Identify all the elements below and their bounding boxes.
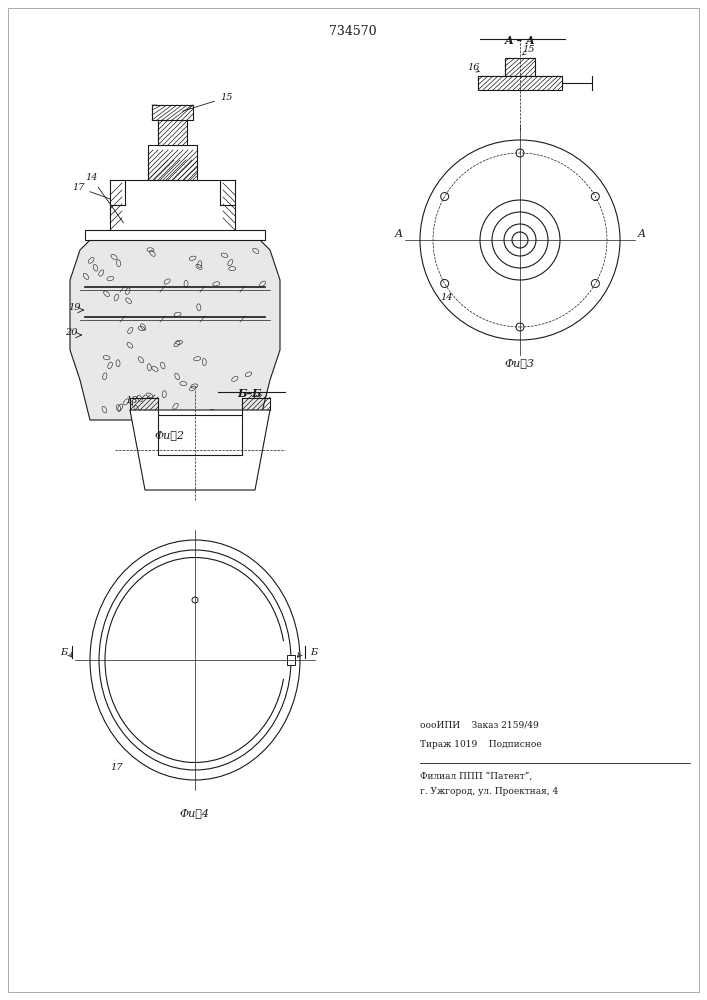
Polygon shape xyxy=(148,145,197,180)
Text: Б: Б xyxy=(60,648,67,657)
Text: 18: 18 xyxy=(125,396,137,405)
Polygon shape xyxy=(70,240,280,420)
Text: оооИПИ    Заказ 2159/49: оооИПИ Заказ 2159/49 xyxy=(420,720,539,729)
Text: Φи⸴2: Φи⸴2 xyxy=(155,430,185,440)
Polygon shape xyxy=(158,120,187,145)
Text: г. Ужгород, ул. Проектная, 4: г. Ужгород, ул. Проектная, 4 xyxy=(420,787,559,796)
Text: 19: 19 xyxy=(68,303,81,312)
Text: A – A: A – A xyxy=(505,35,535,46)
Text: Тираж 1019    Подписное: Тираж 1019 Подписное xyxy=(420,740,542,749)
Text: 16: 16 xyxy=(467,63,479,72)
Text: Б: Б xyxy=(310,648,317,657)
Text: 14: 14 xyxy=(440,293,452,302)
Text: Φи⸴3: Φи⸴3 xyxy=(505,358,535,368)
Text: A: A xyxy=(395,229,403,239)
Polygon shape xyxy=(85,230,265,240)
Text: Б–Б: Б–Б xyxy=(238,388,262,399)
Text: 15: 15 xyxy=(182,93,233,111)
Polygon shape xyxy=(505,58,535,76)
Polygon shape xyxy=(478,76,562,90)
Text: Φи⸴4: Φи⸴4 xyxy=(180,808,210,818)
Text: 20: 20 xyxy=(65,328,78,337)
Polygon shape xyxy=(287,655,295,665)
Text: 15: 15 xyxy=(522,45,534,54)
Polygon shape xyxy=(152,105,193,120)
Text: A: A xyxy=(638,229,646,239)
Polygon shape xyxy=(158,415,242,455)
Text: 14: 14 xyxy=(85,173,124,223)
Text: 17: 17 xyxy=(72,183,110,199)
Polygon shape xyxy=(130,410,270,490)
Text: Филиал ППП “Патент”,: Филиал ППП “Патент”, xyxy=(420,772,532,781)
Text: 734570: 734570 xyxy=(329,25,377,38)
Text: 17: 17 xyxy=(110,760,122,772)
